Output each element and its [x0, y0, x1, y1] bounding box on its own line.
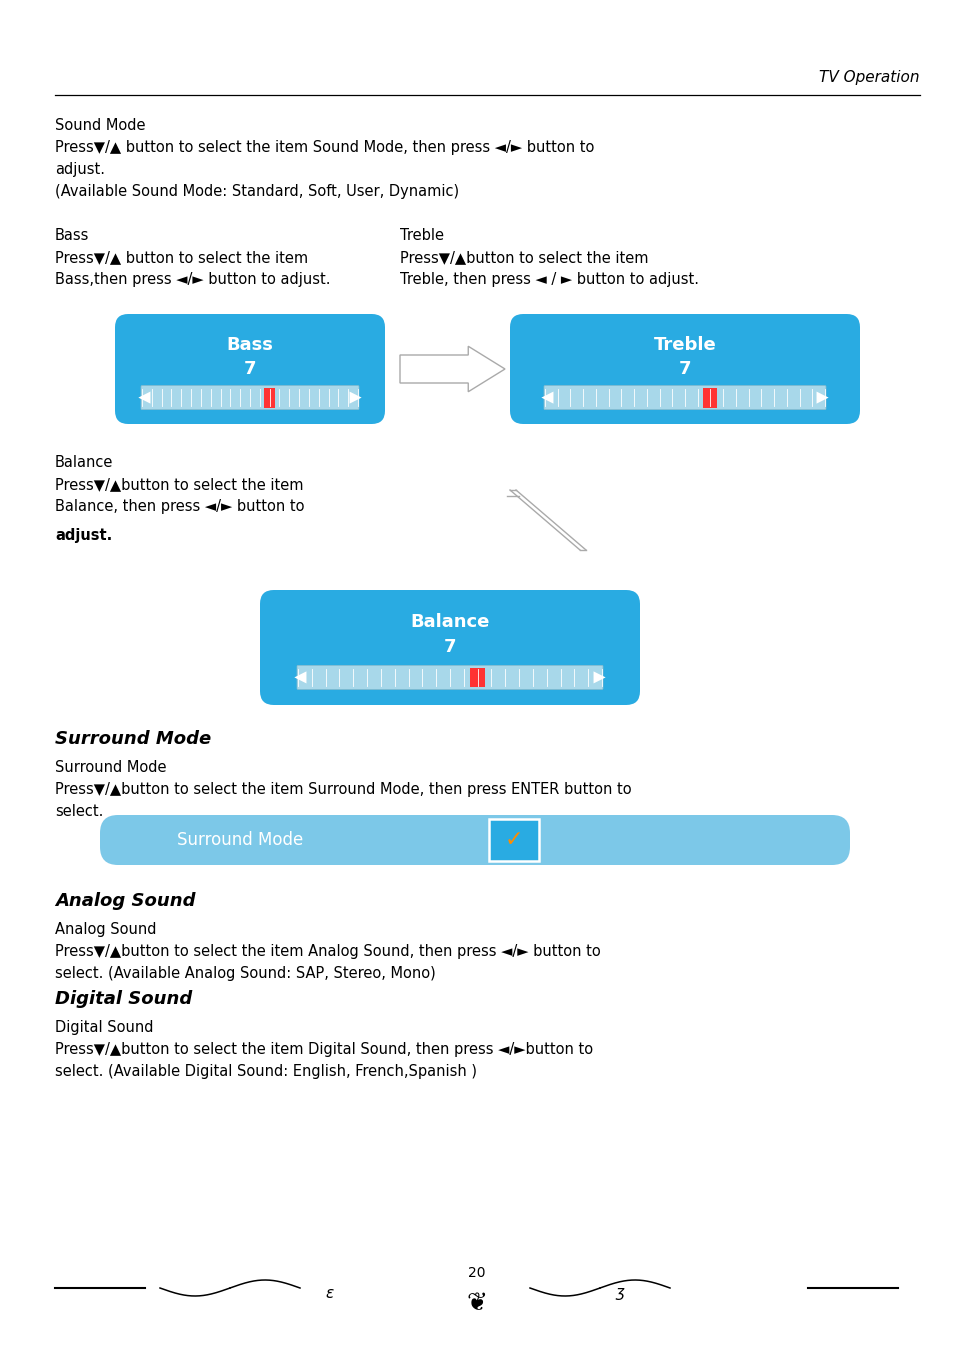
Text: Analog Sound: Analog Sound	[55, 921, 156, 938]
FancyBboxPatch shape	[296, 665, 602, 689]
Text: Balance: Balance	[410, 614, 489, 631]
Text: Balance, then press ◄/► button to: Balance, then press ◄/► button to	[55, 499, 304, 514]
FancyBboxPatch shape	[260, 590, 639, 706]
Text: Sound Mode: Sound Mode	[55, 117, 146, 134]
Text: 7: 7	[678, 360, 691, 378]
Text: TV Operation: TV Operation	[819, 70, 919, 85]
Text: Press▼/▲button to select the item: Press▼/▲button to select the item	[55, 478, 303, 492]
Text: Surround Mode: Surround Mode	[176, 831, 303, 849]
Text: Analog Sound: Analog Sound	[55, 892, 195, 911]
Text: Press▼/▲button to select the item: Press▼/▲button to select the item	[399, 250, 648, 264]
Text: ʒ: ʒ	[615, 1286, 623, 1300]
Text: ✓: ✓	[504, 830, 523, 850]
FancyBboxPatch shape	[264, 387, 274, 407]
Text: Surround Mode: Surround Mode	[55, 730, 211, 747]
Text: Digital Sound: Digital Sound	[55, 1020, 153, 1035]
Text: select.: select.	[55, 804, 103, 819]
Text: Treble, then press ◄ / ► button to adjust.: Treble, then press ◄ / ► button to adjus…	[399, 272, 699, 287]
Text: Press▼/▲ button to select the item Sound Mode, then press ◄/► button to: Press▼/▲ button to select the item Sound…	[55, 140, 594, 155]
FancyBboxPatch shape	[489, 819, 538, 861]
Text: select. (Available Analog Sound: SAP, Stereo, Mono): select. (Available Analog Sound: SAP, St…	[55, 966, 436, 981]
FancyBboxPatch shape	[469, 668, 484, 687]
Text: Press▼/▲button to select the item Surround Mode, then press ENTER button to: Press▼/▲button to select the item Surrou…	[55, 782, 631, 797]
Text: (Available Sound Mode: Standard, Soft, User, Dynamic): (Available Sound Mode: Standard, Soft, U…	[55, 183, 458, 200]
Text: Bass: Bass	[55, 228, 90, 243]
Polygon shape	[349, 391, 361, 403]
FancyBboxPatch shape	[510, 314, 859, 424]
Text: Press▼/▲button to select the item Digital Sound, then press ◄/►button to: Press▼/▲button to select the item Digita…	[55, 1041, 593, 1058]
FancyBboxPatch shape	[100, 815, 849, 865]
Text: select. (Available Digital Sound: English, French,Spanish ): select. (Available Digital Sound: Englis…	[55, 1064, 476, 1079]
Text: Balance: Balance	[55, 455, 113, 469]
Polygon shape	[540, 391, 553, 403]
Text: 7: 7	[443, 638, 456, 657]
Polygon shape	[593, 672, 605, 684]
Text: Press▼/▲button to select the item Analog Sound, then press ◄/► button to: Press▼/▲button to select the item Analog…	[55, 944, 600, 959]
FancyBboxPatch shape	[543, 386, 825, 410]
Text: ε: ε	[326, 1286, 334, 1300]
Text: Treble: Treble	[399, 228, 443, 243]
FancyBboxPatch shape	[702, 387, 717, 407]
Polygon shape	[399, 347, 504, 391]
Text: adjust.: adjust.	[55, 527, 112, 542]
Text: Treble: Treble	[653, 336, 716, 353]
FancyBboxPatch shape	[141, 386, 358, 410]
Text: Bass,then press ◄/► button to adjust.: Bass,then press ◄/► button to adjust.	[55, 272, 330, 287]
Text: Digital Sound: Digital Sound	[55, 990, 193, 1008]
FancyBboxPatch shape	[115, 314, 385, 424]
Polygon shape	[294, 672, 306, 684]
Text: 7: 7	[244, 360, 256, 378]
Polygon shape	[816, 391, 828, 403]
Text: ❦: ❦	[466, 1291, 487, 1315]
Text: Bass: Bass	[226, 336, 274, 353]
Text: Surround Mode: Surround Mode	[55, 759, 167, 774]
Text: 20: 20	[468, 1265, 485, 1280]
Polygon shape	[138, 391, 151, 403]
Text: adjust.: adjust.	[55, 162, 105, 177]
Text: Press▼/▲ button to select the item: Press▼/▲ button to select the item	[55, 250, 308, 264]
